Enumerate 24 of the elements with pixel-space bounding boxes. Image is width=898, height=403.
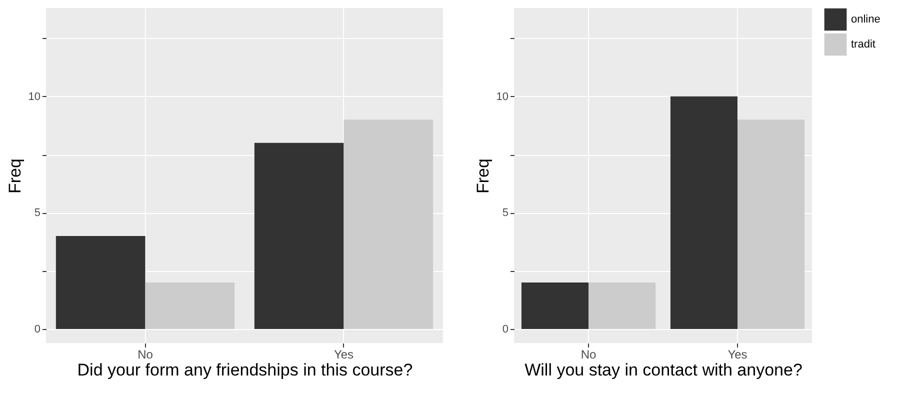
- x-tick-label: Yes: [334, 348, 354, 362]
- y-axis-title: Freq: [473, 158, 492, 194]
- legend-label: online: [851, 14, 880, 26]
- x-tick-label: No: [138, 348, 154, 362]
- y-tick-label: 10: [496, 90, 508, 103]
- x-axis-title: Will you stay in contact with anyone?: [524, 360, 802, 380]
- bar: [670, 96, 738, 330]
- legend-label: tradit: [851, 38, 876, 50]
- y-tick-label: 10: [28, 90, 40, 103]
- x-axis-title: Did your form any friendships in this course?: [77, 360, 413, 380]
- bar: [254, 142, 344, 330]
- bar: [588, 282, 656, 330]
- y-tick-label: 0: [502, 324, 508, 336]
- bar: [145, 282, 235, 330]
- y-tick-label: 5: [34, 207, 40, 220]
- bar: [344, 120, 434, 330]
- bar: [738, 120, 805, 330]
- bar: [521, 282, 588, 330]
- y-tick-label: 0: [34, 324, 40, 336]
- x-tick-label: Yes: [728, 348, 748, 362]
- x-tick-label: No: [580, 348, 596, 362]
- y-axis-title: Freq: [5, 158, 24, 194]
- y-tick-label: 5: [502, 207, 508, 220]
- bar: [56, 236, 146, 330]
